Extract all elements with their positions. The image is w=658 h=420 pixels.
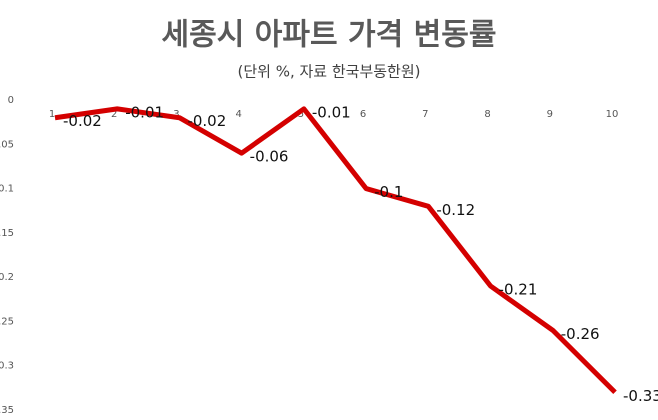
y-tick-label: -0.2	[0, 272, 14, 283]
y-tick-label: -0.35	[0, 405, 14, 416]
series-line	[54, 106, 617, 395]
x-tick-label: 2	[111, 109, 117, 120]
x-tick-label: 5	[298, 109, 304, 120]
data-label: -0.26	[561, 325, 600, 343]
data-label: -0.12	[436, 201, 475, 219]
x-tick-label: 4	[235, 109, 241, 120]
y-tick-label: -0.05	[0, 139, 14, 150]
data-label: -0.1	[374, 183, 403, 201]
chart-subtitle: (단위 %, 자료 한국부동한원)	[237, 63, 420, 81]
y-tick-label: -0.25	[0, 316, 14, 327]
chart-title: 세종시 아파트 가격 변동률	[162, 18, 497, 53]
data-label: -0.21	[499, 281, 538, 299]
data-label: -0.01	[125, 103, 164, 121]
x-tick-label: 1	[49, 109, 55, 120]
x-tick-label: 8	[484, 109, 490, 120]
data-label: -0.01	[312, 103, 351, 121]
data-label: -0.02	[187, 112, 226, 130]
x-tick-label: 10	[606, 109, 619, 120]
y-tick-label: -0.3	[0, 361, 14, 372]
data-label: -0.02	[63, 112, 102, 130]
x-tick-label: 7	[422, 109, 428, 120]
x-tick-label: 9	[547, 109, 553, 120]
data-label: -0.33	[623, 387, 658, 405]
y-tick-label: 0	[8, 95, 14, 106]
y-tick-label: -0.15	[0, 228, 14, 239]
x-tick-label: 6	[360, 109, 366, 120]
data-label: -0.06	[250, 148, 289, 166]
y-tick-label: -0.1	[0, 184, 14, 195]
x-tick-label: 3	[173, 109, 179, 120]
